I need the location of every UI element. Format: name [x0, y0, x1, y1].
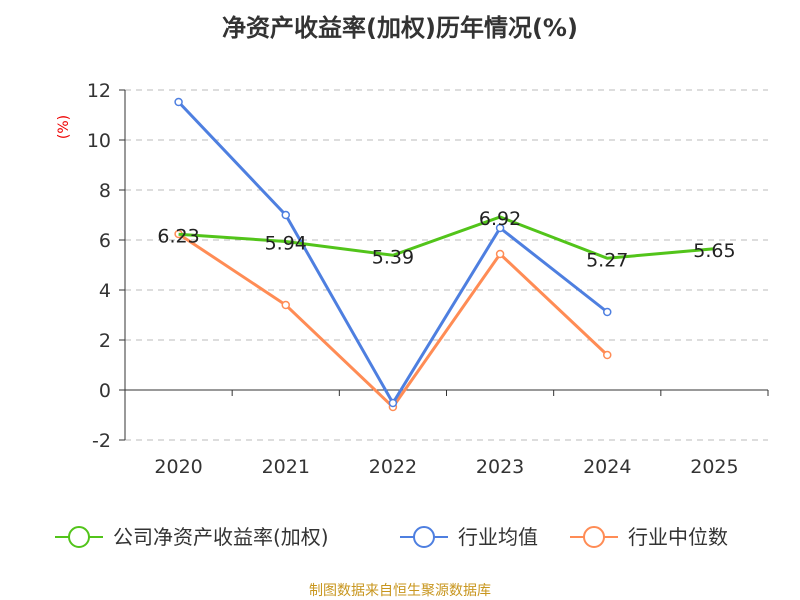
y-tick-label: 0 — [99, 380, 111, 402]
data-point — [495, 249, 505, 259]
data-label: 6.92 — [479, 208, 521, 230]
data-point — [281, 300, 290, 310]
y-tick-label: 12 — [87, 80, 111, 102]
y-tick-label: 6 — [99, 230, 111, 252]
legend-marker — [68, 526, 90, 548]
legend-label: 行业均值 — [458, 525, 538, 549]
y-axis-label: (%) — [56, 115, 72, 139]
chart-title: 净资产收益率(加权)历年情况(%) — [222, 14, 578, 42]
legend-label: 公司净资产收益率(加权) — [113, 525, 329, 549]
x-tick-label: 2024 — [583, 456, 631, 478]
data-point — [603, 350, 612, 360]
x-tick-label: 2020 — [154, 456, 202, 478]
source-note: 制图数据来自恒生聚源数据库 — [309, 583, 491, 599]
y-tick-label: 2 — [99, 330, 111, 352]
x-tick-label: 2022 — [369, 456, 417, 478]
x-tick-label: 2021 — [262, 456, 310, 478]
series-line — [178, 215, 715, 260]
y-tick-label: -2 — [92, 430, 111, 452]
x-tick-label: 2025 — [690, 456, 738, 478]
data-label: 5.94 — [265, 233, 307, 255]
y-tick-label: 10 — [87, 130, 111, 152]
data-label: 5.27 — [586, 249, 628, 271]
data-point — [281, 210, 290, 220]
data-point — [495, 223, 505, 233]
legend-label: 行业中位数 — [628, 525, 728, 549]
data-point — [603, 307, 612, 317]
x-tick-label: 2023 — [476, 456, 524, 478]
data-point — [174, 97, 183, 107]
legend-marker — [583, 526, 605, 548]
y-tick-label: 8 — [99, 180, 111, 202]
data-label: 5.65 — [693, 240, 735, 262]
data-label: 5.39 — [372, 246, 414, 268]
y-tick-label: 4 — [99, 280, 111, 302]
data-point — [388, 398, 398, 408]
legend-marker — [413, 526, 435, 548]
data-label: 6.23 — [157, 225, 199, 247]
